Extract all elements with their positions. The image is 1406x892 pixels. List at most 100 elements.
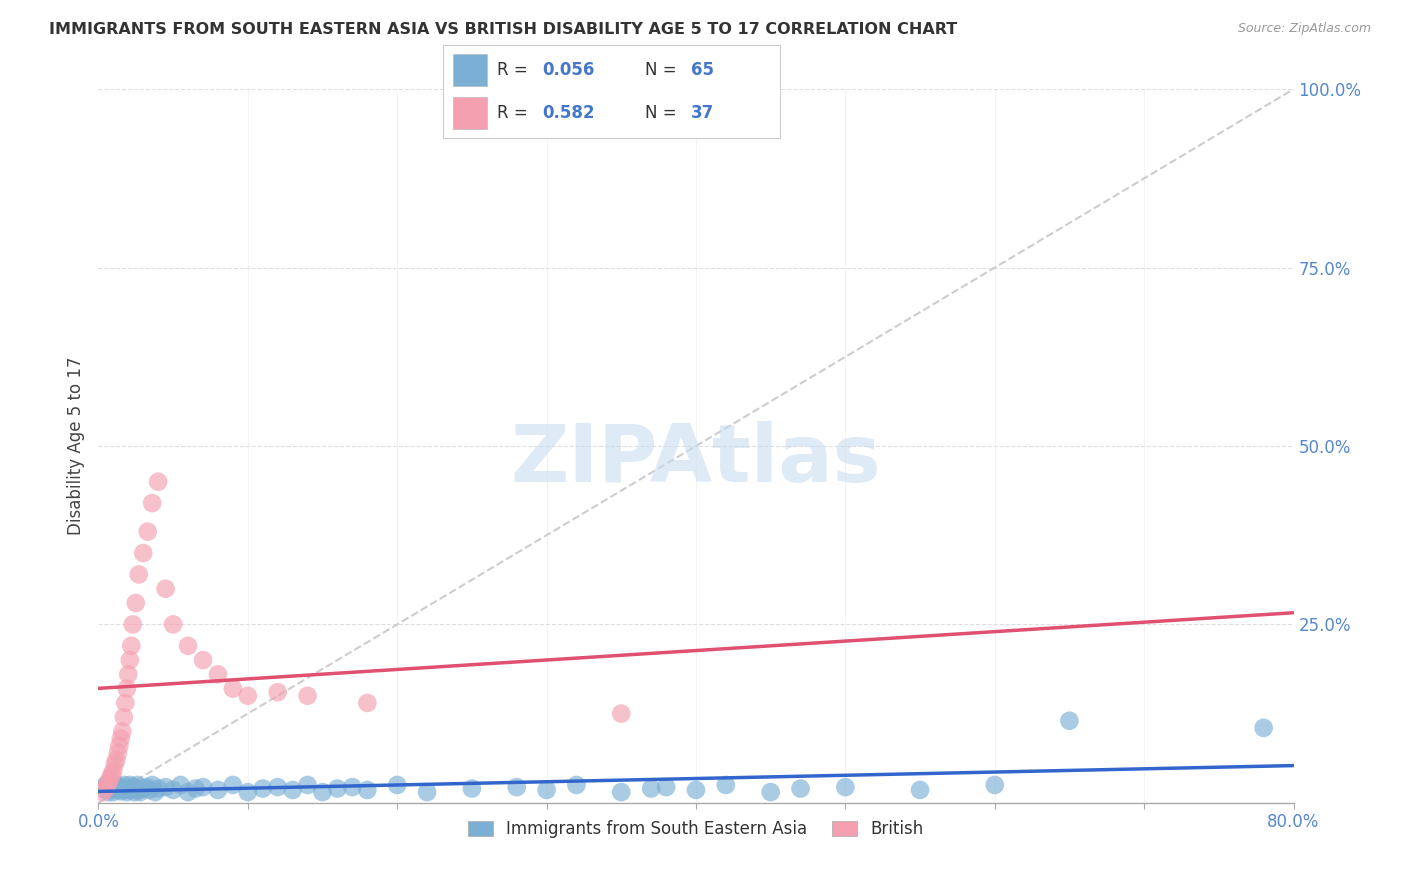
Point: [236, 689, 259, 703]
Point: [114, 783, 136, 797]
Point: [105, 778, 128, 792]
Point: [108, 739, 131, 753]
Point: [136, 524, 159, 539]
Point: [125, 781, 148, 796]
Text: Source: ZipAtlas.com: Source: ZipAtlas.com: [1237, 22, 1371, 36]
Point: [416, 785, 439, 799]
Point: [169, 778, 191, 792]
Point: [121, 780, 143, 794]
Text: 37: 37: [690, 104, 714, 122]
Point: [107, 746, 129, 760]
Point: [184, 781, 207, 796]
Point: [177, 639, 200, 653]
Point: [108, 780, 131, 794]
Point: [326, 781, 349, 796]
Point: [565, 778, 588, 792]
Point: [125, 596, 148, 610]
Point: [297, 689, 319, 703]
Point: [91, 785, 114, 799]
Text: IMMIGRANTS FROM SOUTH EASTERN ASIA VS BRITISH DISABILITY AGE 5 TO 17 CORRELATION: IMMIGRANTS FROM SOUTH EASTERN ASIA VS BR…: [49, 22, 957, 37]
Point: [132, 781, 155, 796]
Point: [311, 785, 333, 799]
Point: [114, 696, 136, 710]
Point: [610, 706, 633, 721]
Point: [135, 780, 157, 794]
Point: [155, 582, 177, 596]
Point: [138, 783, 160, 797]
Point: [112, 778, 135, 792]
Point: [120, 639, 142, 653]
Point: [111, 724, 134, 739]
Point: [252, 781, 274, 796]
Point: [128, 567, 150, 582]
Point: [191, 780, 214, 794]
Point: [297, 778, 319, 792]
Point: [536, 783, 558, 797]
Point: [155, 780, 177, 794]
Point: [834, 780, 856, 794]
Point: [191, 653, 214, 667]
Point: [222, 681, 245, 696]
Point: [267, 685, 290, 699]
Point: [96, 778, 118, 792]
Point: [104, 756, 127, 771]
Point: [97, 774, 120, 789]
Text: 65: 65: [690, 61, 714, 78]
Point: [132, 546, 155, 560]
Text: N =: N =: [645, 104, 682, 122]
Point: [461, 781, 484, 796]
Point: [356, 783, 378, 797]
Point: [124, 785, 146, 799]
Point: [112, 710, 135, 724]
Point: [236, 785, 259, 799]
Bar: [453, 97, 486, 129]
Point: [148, 781, 170, 796]
Point: [115, 785, 138, 799]
Point: [506, 780, 529, 794]
Point: [118, 653, 141, 667]
Point: [281, 783, 304, 797]
Point: [141, 778, 163, 792]
Legend: Immigrants from South Eastern Asia, British: Immigrants from South Eastern Asia, Brit…: [461, 814, 931, 845]
Point: [115, 681, 138, 696]
Point: [1059, 714, 1081, 728]
Point: [117, 781, 139, 796]
Point: [162, 617, 184, 632]
Point: [98, 771, 122, 785]
Point: [103, 785, 125, 799]
Point: [655, 780, 678, 794]
Y-axis label: Disability Age 5 to 17: Disability Age 5 to 17: [66, 357, 84, 535]
Point: [640, 781, 662, 796]
Point: [267, 780, 290, 794]
Point: [97, 785, 120, 799]
Point: [94, 778, 117, 792]
Point: [610, 785, 633, 799]
Point: [789, 781, 811, 796]
Point: [177, 785, 200, 799]
Point: [120, 783, 142, 797]
Point: [207, 667, 229, 681]
Point: [91, 781, 114, 796]
Text: 0.582: 0.582: [543, 104, 595, 122]
Point: [101, 778, 124, 792]
Point: [222, 778, 245, 792]
Point: [685, 783, 707, 797]
Point: [385, 778, 409, 792]
Text: R =: R =: [496, 104, 533, 122]
Point: [127, 778, 149, 792]
Point: [101, 767, 124, 781]
Point: [342, 780, 364, 794]
Point: [118, 778, 141, 792]
Point: [148, 475, 170, 489]
Point: [984, 778, 1007, 792]
Bar: [453, 54, 486, 86]
Point: [129, 785, 152, 799]
Point: [162, 783, 184, 797]
Point: [1253, 721, 1275, 735]
Point: [207, 783, 229, 797]
Point: [110, 731, 132, 746]
Text: N =: N =: [645, 61, 682, 78]
Point: [104, 781, 127, 796]
Point: [107, 783, 129, 797]
Text: ZIPAtlas: ZIPAtlas: [510, 421, 882, 500]
